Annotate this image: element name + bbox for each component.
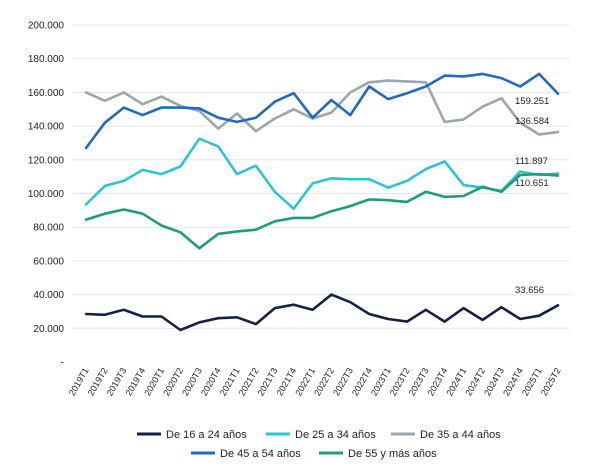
y-tick-label-10: 200.000 xyxy=(28,21,65,32)
end-label-2: 136.584 xyxy=(515,116,549,127)
legend: De 16 a 24 años De 25 a 34 años De 35 a 44… xyxy=(137,429,501,460)
series-lines xyxy=(84,72,560,332)
series-line-0 xyxy=(84,293,560,332)
legend-label-2: De 35 a 44 años xyxy=(420,429,501,441)
series-line-3 xyxy=(84,72,560,150)
x-axis-tick-labels: 2019T12019T22019T32019T42020T12020T22020… xyxy=(67,366,563,397)
y-tick-label-8: 160.000 xyxy=(28,88,65,99)
series-line-1 xyxy=(84,137,560,210)
y-tick-label-7: 140.000 xyxy=(28,122,65,133)
y-tick-label-1: 20.000 xyxy=(33,324,64,335)
y-tick-label-9: 180.000 xyxy=(28,54,65,65)
y-axis-tick-labels: - 20.000 40.000 60.000 80.000 100.000 120.000 1… xyxy=(28,21,65,369)
end-value-labels: 33.656 111.897 136.584 159.251 110.651 xyxy=(515,96,549,296)
legend-label-3: De 45 a 54 años xyxy=(220,448,301,460)
y-tick-label-2: 40.000 xyxy=(33,290,64,301)
legend-label-0: De 16 a 24 años xyxy=(166,429,247,441)
y-tick-label-6: 120.000 xyxy=(28,155,65,166)
end-label-1: 111.897 xyxy=(515,156,548,167)
end-label-0: 33.656 xyxy=(515,285,544,296)
y-tick-label-4: 80.000 xyxy=(33,223,64,234)
y-tick-label-0: - xyxy=(61,358,64,369)
y-tick-label-3: 60.000 xyxy=(33,256,64,267)
end-label-3: 159.251 xyxy=(515,96,549,107)
gridlines xyxy=(72,24,570,329)
end-label-4: 110.651 xyxy=(515,178,549,189)
series-line-4 xyxy=(84,172,560,250)
y-tick-label-5: 100.000 xyxy=(28,189,65,200)
legend-label-4: De 55 y más años xyxy=(348,448,437,460)
legend-label-1: De 25 a 34 años xyxy=(295,429,376,441)
series-line-2 xyxy=(84,79,560,136)
